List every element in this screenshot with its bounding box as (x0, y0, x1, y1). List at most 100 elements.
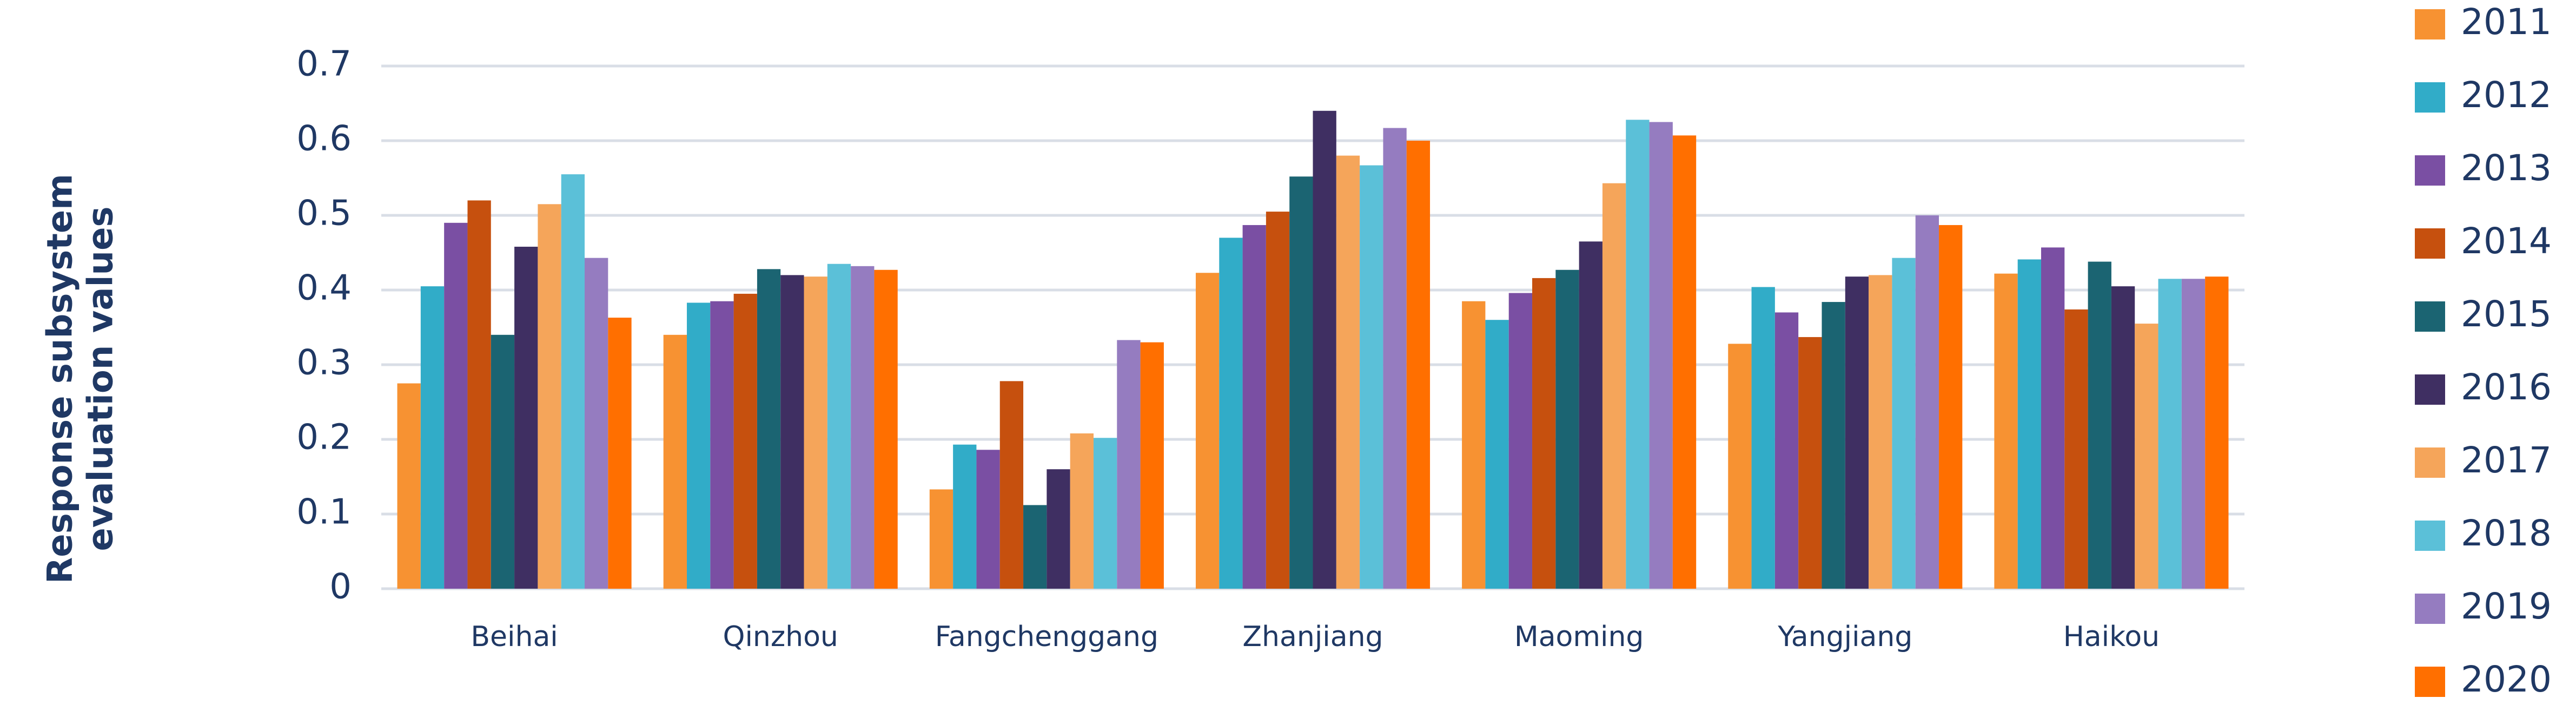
bar (1649, 122, 1673, 589)
legend-swatch (2415, 374, 2445, 405)
legend-label: 2014 (2461, 220, 2552, 262)
bar (1242, 225, 1266, 589)
bar (561, 174, 585, 589)
bar (420, 286, 445, 589)
legend-swatch (2415, 594, 2445, 624)
y-tick-label: 0.4 (296, 268, 352, 308)
legend-swatch (2415, 667, 2445, 697)
y-axis-title: Response subsystem (41, 174, 81, 584)
bar (1774, 312, 1799, 589)
y-tick-label: 0.5 (296, 194, 352, 234)
bar (1626, 120, 1650, 589)
legend-label: 2020 (2461, 659, 2552, 700)
bar (804, 276, 827, 589)
bar (2158, 279, 2182, 589)
bar (1219, 238, 1243, 589)
bar (1798, 337, 1822, 589)
legend-swatch (2415, 447, 2445, 478)
legend-label: 2017 (2461, 439, 2552, 481)
x-tick-label: Maoming (1514, 621, 1644, 653)
bar (1462, 301, 1486, 589)
x-tick-label: Qinzhou (723, 621, 838, 653)
bar (1751, 287, 1775, 589)
bar (851, 266, 875, 589)
bar (1093, 438, 1117, 589)
bar (2017, 259, 2042, 589)
bar (491, 334, 515, 589)
bar (710, 301, 734, 589)
y-tick-label: 0.6 (296, 119, 352, 159)
bar (1289, 176, 1313, 589)
bar (1532, 278, 1556, 589)
legend-swatch (2415, 301, 2445, 332)
legend-label: 2013 (2461, 147, 2552, 189)
bar (1117, 340, 1141, 589)
bar (444, 222, 468, 589)
bar (1892, 258, 1916, 589)
x-tick-label: Beihai (471, 621, 558, 653)
bar (538, 204, 561, 589)
bar (780, 275, 804, 589)
bar (1360, 165, 1383, 589)
bar (467, 200, 491, 589)
y-tick-label: 0.3 (296, 343, 352, 383)
y-tick-label: 0.1 (296, 492, 352, 532)
bar (686, 302, 711, 589)
bar (514, 246, 538, 589)
legend-swatch (2415, 9, 2445, 40)
bar (663, 334, 687, 589)
legend-label: 2015 (2461, 293, 2552, 335)
bar (827, 264, 851, 589)
bar (733, 293, 757, 589)
legend-label: 2018 (2461, 512, 2552, 554)
legend-label: 2019 (2461, 585, 2552, 627)
bar (757, 269, 781, 589)
bar (2064, 309, 2088, 589)
x-tick-label: Zhanjiang (1242, 621, 1383, 653)
bar (1994, 273, 2018, 589)
bar (953, 444, 977, 589)
x-tick-label: Yangjiang (1777, 621, 1912, 653)
bar (929, 489, 953, 589)
bar (1728, 344, 1752, 589)
bar (874, 269, 898, 589)
legend-swatch (2415, 155, 2445, 186)
bar (2181, 279, 2206, 589)
bar (2111, 286, 2135, 589)
bar (608, 318, 632, 589)
bar (2088, 261, 2111, 589)
bar (999, 381, 1024, 589)
legend-swatch (2415, 228, 2445, 259)
bar (1383, 128, 1407, 589)
bar (1555, 269, 1579, 589)
legend-label: 2016 (2461, 366, 2552, 408)
bar (1915, 215, 1939, 589)
bar (1672, 135, 1697, 589)
bar (1070, 433, 1094, 589)
bar (1869, 275, 1892, 589)
bar (2041, 247, 2065, 589)
legend-label: 2012 (2461, 74, 2552, 116)
bar (1508, 293, 1533, 589)
bar (1266, 212, 1290, 589)
legend-label: 2011 (2461, 1, 2552, 43)
bar (1579, 241, 1602, 589)
y-tick-label: 0 (329, 567, 352, 607)
bar (1602, 183, 1626, 589)
bar (976, 450, 1000, 589)
x-tick-label: Haikou (2063, 621, 2160, 653)
bar (1313, 110, 1336, 589)
legend-swatch (2415, 521, 2445, 551)
y-axis-title: evaluation values (81, 206, 121, 551)
bar (397, 383, 421, 589)
x-tick-label: Fangchenggang (935, 621, 1158, 653)
bar (584, 258, 608, 589)
bar (1195, 273, 1220, 589)
bar (1336, 155, 1360, 589)
bar (1939, 225, 1963, 589)
bar (2135, 324, 2158, 589)
bar (1845, 276, 1869, 589)
bar (1485, 320, 1509, 589)
y-tick-label: 0.2 (296, 418, 352, 458)
